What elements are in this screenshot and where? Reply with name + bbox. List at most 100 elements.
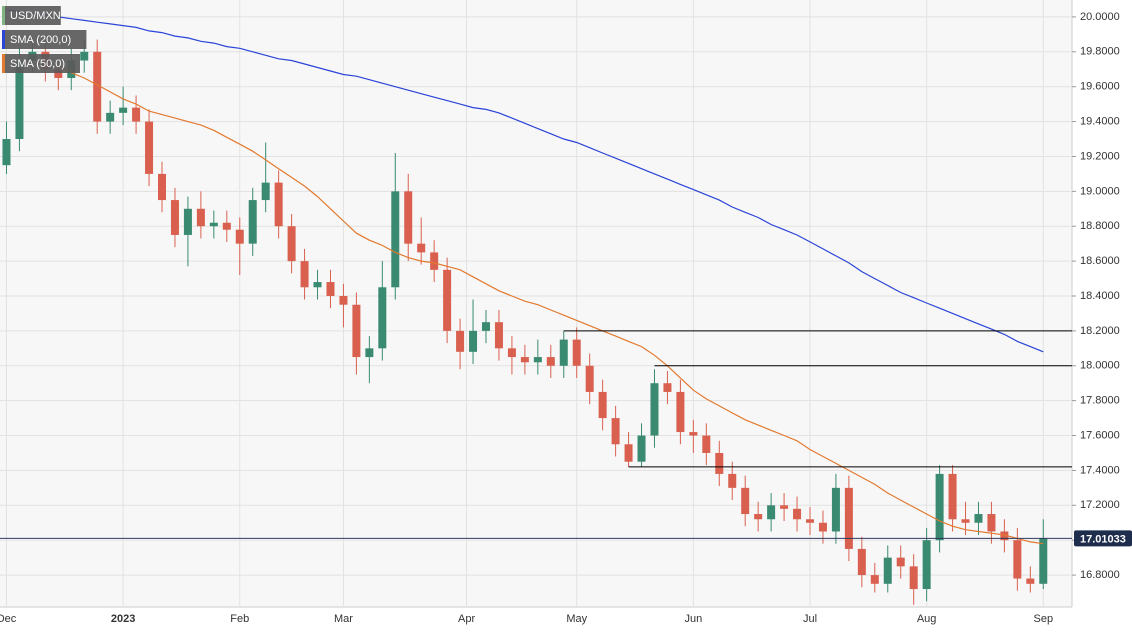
candle-body [948, 473, 957, 520]
candle-body [767, 505, 776, 520]
marks [0, 9, 1072, 605]
candle-body [624, 444, 633, 462]
legend-swatch [2, 6, 5, 25]
legend-label: SMA (50,0) [10, 58, 65, 70]
candle-body [637, 435, 646, 462]
candle-body [909, 566, 918, 590]
y-tick-label: 20.0000 [1080, 11, 1120, 23]
candle-body [987, 514, 996, 532]
candle-body [365, 348, 374, 358]
candle-body [741, 487, 750, 515]
candle-body [676, 391, 685, 433]
candle-body [274, 182, 283, 227]
candle-body [1013, 540, 1022, 579]
candle-body [1026, 578, 1035, 584]
candle-body [132, 107, 141, 122]
x-tick-label: Jul [803, 613, 817, 625]
candle-body [572, 339, 581, 366]
x-tick-label: Apr [458, 613, 475, 625]
sma-line [6, 9, 1044, 353]
y-tick-label: 19.4000 [1080, 115, 1120, 127]
legend-label: USD/MXN [10, 10, 61, 22]
candle-body [158, 173, 166, 201]
candle-body [507, 348, 516, 358]
candle-body [533, 357, 542, 363]
candle-body [806, 519, 814, 523]
legend-swatch [2, 30, 5, 49]
legend-label: SMA (200,0) [10, 34, 71, 46]
candle-body [430, 252, 439, 270]
candle-body [689, 432, 698, 436]
candle-body [80, 51, 89, 61]
candle-body [650, 383, 659, 436]
y-tick-label: 18.2000 [1080, 325, 1120, 337]
candle-body [339, 295, 348, 305]
y-tick-label: 19.2000 [1080, 150, 1120, 162]
candle-body [520, 357, 529, 363]
x-tick-label: Mar [334, 613, 353, 625]
candle-body [300, 261, 309, 288]
candle-body [352, 304, 361, 358]
candle-body [935, 473, 944, 541]
candle-body [793, 508, 802, 520]
candle-body [1039, 538, 1048, 584]
candle-body [896, 557, 905, 567]
candle-body [469, 330, 478, 352]
candle-body [844, 487, 853, 549]
candle-body [93, 51, 102, 122]
candle-body [183, 208, 192, 235]
candle-body [326, 282, 335, 296]
y-tick-label: 17.8000 [1080, 395, 1120, 407]
candle-body [54, 69, 63, 78]
candle-body [482, 322, 490, 331]
candle-body [248, 200, 257, 244]
y-tick-label: 18.0000 [1080, 360, 1120, 372]
candle-body [546, 357, 555, 366]
x-tick-label: Feb [230, 613, 249, 625]
candle-body [728, 473, 737, 488]
candle-body [857, 548, 866, 576]
x-tick-label: Dec [0, 613, 17, 625]
plot-background [0, 0, 1072, 607]
x-tick-label: Sep [1033, 613, 1053, 625]
candle-body [145, 121, 154, 174]
candle-body [598, 391, 607, 419]
x-tick-label: May [566, 613, 587, 625]
y-tick-label: 18.6000 [1080, 255, 1120, 267]
candle-body [974, 514, 983, 523]
axes: 16.800017.000017.200017.400017.600017.80… [0, 11, 1132, 625]
candle-body [391, 191, 400, 288]
candle-body [702, 435, 711, 453]
candle-body [831, 487, 840, 532]
candle-body [15, 60, 24, 140]
candle-body [585, 365, 594, 392]
candle-body [715, 452, 724, 474]
candle-body [106, 112, 115, 122]
y-tick-label: 17.4000 [1080, 464, 1120, 476]
x-tick-label: Aug [917, 613, 937, 625]
y-tick-label: 18.4000 [1080, 290, 1120, 302]
candle-body [235, 229, 244, 244]
legend: USD/MXN SMA (200,0) SMA (50,0) [2, 6, 87, 73]
candle-body [119, 107, 128, 113]
y-tick-label: 17.2000 [1080, 499, 1120, 511]
last-price-box [1074, 530, 1132, 547]
candle-body [378, 287, 387, 349]
candle-body [663, 383, 672, 392]
x-tick-label: Jun [684, 613, 702, 625]
candle-body [456, 330, 465, 352]
candle-body [196, 208, 205, 227]
candle-body [754, 514, 763, 520]
candle-body [170, 200, 179, 235]
candle-body [313, 282, 322, 288]
x-tick-label: 2023 [111, 613, 135, 625]
legend-box [2, 30, 87, 49]
legend-swatch [2, 54, 5, 73]
grid [0, 0, 1072, 607]
y-tick-label: 17.6000 [1080, 429, 1120, 441]
y-tick-label: 18.8000 [1080, 220, 1120, 232]
last-price-label: 17.01033 [1080, 533, 1126, 545]
candle-body [2, 139, 11, 166]
candle-body [1000, 531, 1009, 541]
